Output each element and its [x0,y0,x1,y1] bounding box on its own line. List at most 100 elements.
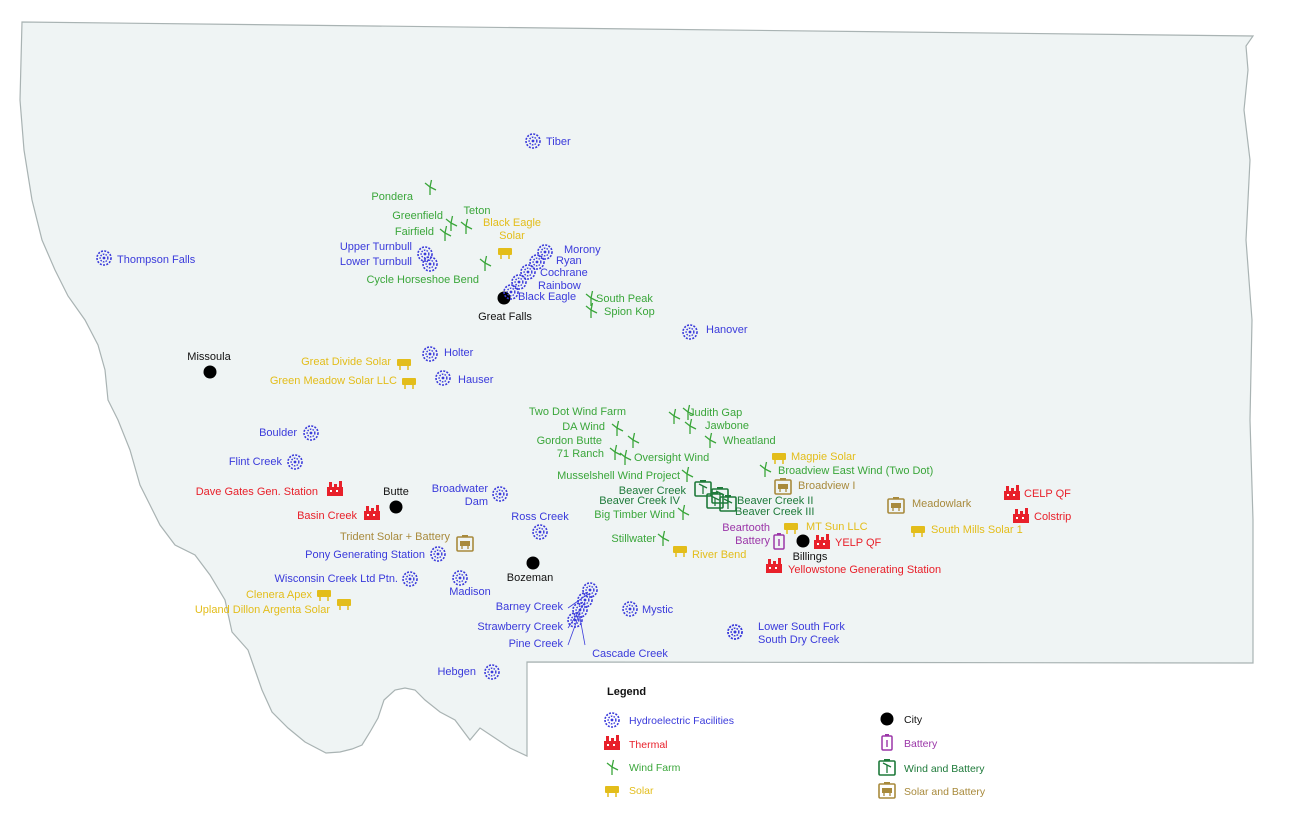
beartooth-battery-label: Beartooth Battery [722,522,770,547]
legend-label-hydroelectric-facilities: Hydroelectric Facilities [629,715,734,727]
fairfield-label: Fairfield [395,226,434,238]
barney-creek-label: Barney Creek [496,601,564,613]
butte-city-dot-icon [389,500,403,514]
legend-label-solar: Solar [629,785,654,797]
two-dot-wind-farm-wind-turbine-icon [668,408,681,424]
beartooth-battery-battery-icon [773,533,785,550]
yelp-qf-label: YELP QF [835,537,882,549]
south-mills-solar-1-label: South Mills Solar 1 [931,524,1023,536]
legend-city-dot-icon [880,712,894,726]
wheatland-wind-turbine-icon [704,432,717,448]
tiber-hydro-icon [525,133,541,149]
morony-label: Morony [564,244,601,256]
meadowlark-solar-battery-icon [887,497,905,514]
broadwater-dam-hydro-icon [492,486,508,502]
cycle-horseshoe-bend-wind-turbine-icon [479,255,492,271]
missoula-label: Missoula [187,351,231,363]
basin-creek-factory-icon [364,505,380,520]
hebgen-hydro-icon [484,664,500,680]
legend-label-solar-and-battery: Solar and Battery [904,786,986,798]
madison-hydro-icon [452,570,468,586]
madison-label: Madison [449,586,491,598]
beaver-creek-label: Beaver Creek [619,485,687,497]
musselshell-wind-project-wind-turbine-icon [681,466,694,482]
beaver-creek-wind-battery-icon [694,480,712,497]
beaver-creek-iv-label: Beaver Creek IV [599,495,680,507]
legend-item-thermal: Thermal [604,735,668,751]
yelp-qf-factory-icon [814,534,830,549]
green-meadow-solar-llc-label: Green Meadow Solar LLC [270,375,397,387]
legend-item-solar-and-battery: Solar and Battery [878,782,986,799]
green-meadow-solar-llc-solar-panel-icon [402,378,416,389]
legend-item-city: City [880,712,923,726]
basin-creek-label: Basin Creek [297,510,357,522]
south-peak-label: South Peak [596,293,653,305]
oversight-wind-label: Oversight Wind [634,452,709,464]
jawbone-wind-turbine-icon [684,418,697,434]
upper-turnbull-hydro-icon [417,246,433,262]
upland-dillon-argenta-solar-label: Upland Dillon Argenta Solar [195,604,330,616]
legend-solar-panel-icon [605,786,619,797]
hebgen-label: Hebgen [437,666,476,678]
black-eagle-label: Black Eagle [518,291,576,303]
dave-gates-gen-station-label: Dave Gates Gen. Station [196,486,318,498]
great-falls-city-dot-icon [497,291,511,305]
legend-solar-battery-icon [878,782,896,799]
da-wind-wind-turbine-icon [611,420,624,436]
bozeman-label: Bozeman [507,572,553,584]
great-falls-label: Great Falls [478,311,532,323]
ryan-hydro-icon [529,254,545,270]
legend-label-thermal: Thermal [629,739,668,751]
south-peak-wind-turbine-icon [585,290,598,306]
missoula-city-dot-icon [203,365,217,379]
leader-line [567,611,581,646]
legend-label-wind-and-battery: Wind and Battery [904,763,985,775]
butte-label: Butte [383,486,409,498]
black-eagle-solar-solar-panel-icon [498,248,512,259]
billings-label: Billings [793,551,828,563]
upland-dillon-argenta-solar-solar-panel-icon [337,599,351,610]
big-timber-wind-label: Big Timber Wind [594,509,675,521]
legend-factory-icon [604,735,620,750]
clenera-apex-solar-panel-icon [317,590,331,601]
musselshell-wind-project-label: Musselshell Wind Project [557,470,680,482]
legend-battery-icon [881,734,893,751]
boulder-label: Boulder [259,427,297,439]
stillwater-wind-turbine-icon [657,530,670,546]
judith-gap-label: Judith Gap [689,407,742,419]
flint-creek-hydro-icon [287,454,303,470]
mt-sun-llc-solar-panel-icon [784,523,798,534]
mystic-hydro-icon [622,601,638,617]
facilities-layer [96,133,1029,680]
legend-label-city: City [904,714,923,726]
lower-turnbull-hydro-icon [422,256,438,272]
teton-wind-turbine-icon [460,218,473,234]
cochrane-hydro-icon [520,264,536,280]
legend-item-wind-farm: Wind Farm [606,759,681,775]
colstrip-label: Colstrip [1034,511,1071,523]
pine-creek-label: Pine Creek [509,638,564,650]
legend-label-wind-farm: Wind Farm [629,762,681,774]
ross-creek-hydro-icon [532,524,548,540]
teton-label: Teton [464,205,491,217]
pondera-label: Pondera [371,191,413,203]
meadowlark-label: Meadowlark [912,498,972,510]
celp-qf-label: CELP QF [1024,488,1071,500]
river-bend-solar-panel-icon [673,546,687,557]
hanover-label: Hanover [706,324,748,336]
stillwater-label: Stillwater [611,533,656,545]
south-dry-creek-label: South Dry Creek [758,634,840,646]
greenfield-label: Greenfield [392,210,443,222]
mystic-label: Mystic [642,604,674,616]
ryan-label: Ryan [556,255,582,267]
yellowstone-generating-station-factory-icon [766,558,782,573]
rainbow-label: Rainbow [538,280,581,292]
black-eagle-solar-label: Black Eagle Solar [483,217,541,242]
broadwater-dam-label: Broadwater Dam [432,483,489,508]
barney-creek-hydro-icon [582,582,598,598]
legend-wind-battery-icon [878,759,896,776]
beaver-creek-ii-label: Beaver Creek II [737,495,813,507]
cascade-creek-hydro-icon [567,612,583,628]
greenfield-wind-turbine-icon [445,215,458,231]
